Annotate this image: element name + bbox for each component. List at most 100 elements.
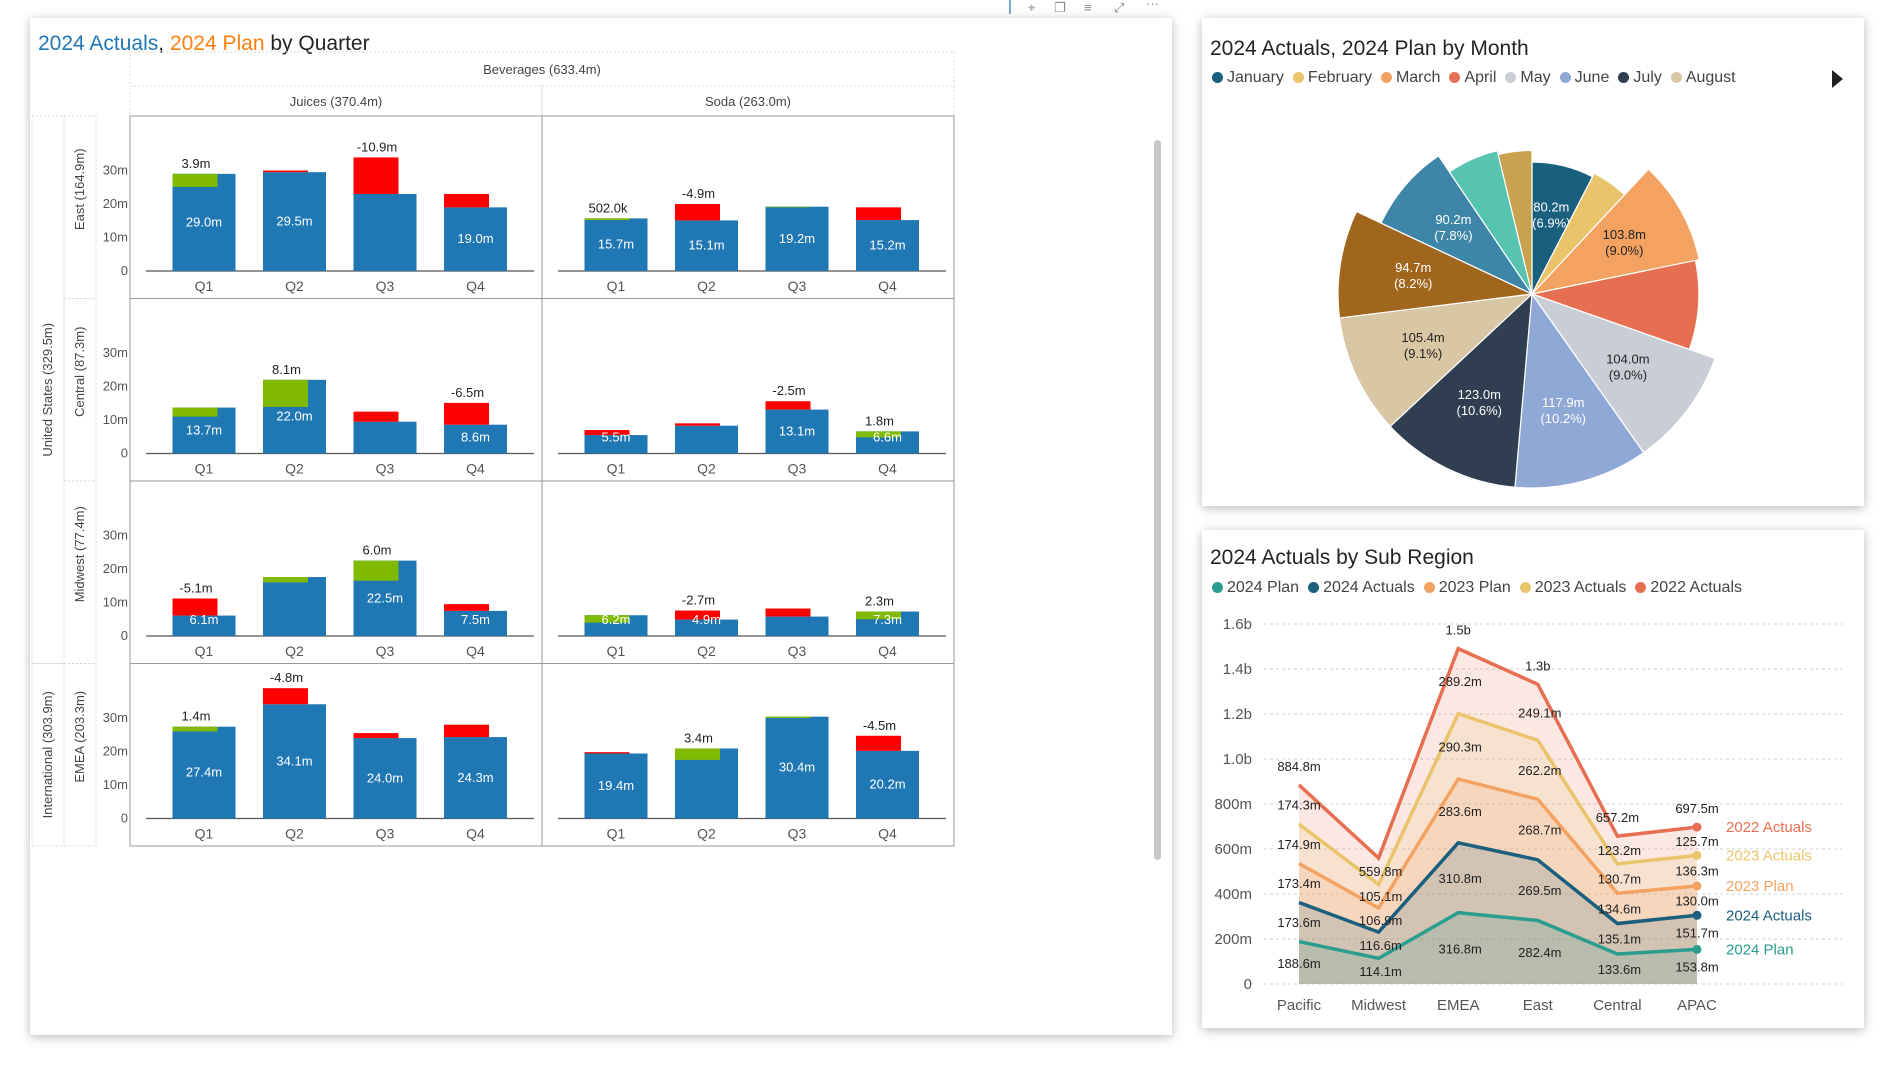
x-tick-label: Q3 — [788, 826, 807, 842]
quarter-chart: Beverages (633.4m) Juices (370.4m) Soda (2… — [31, 51, 955, 847]
slice-percent-label: (9.0%) — [1609, 368, 1647, 383]
legend-label: June — [1574, 69, 1610, 86]
variance-label: -2.5m — [772, 383, 805, 398]
legend-item[interactable]: 2023 Actuals — [1519, 579, 1626, 597]
legend-item[interactable]: 2023 Plan — [1423, 579, 1511, 597]
x-tick-label: Q2 — [285, 826, 304, 842]
x-tick-label: Q1 — [607, 278, 626, 294]
legend-item[interactable]: April — [1449, 69, 1496, 87]
legend-label: 2023 Plan — [1438, 579, 1511, 596]
y-tick-label: 20m — [103, 379, 128, 394]
series-end-point — [1692, 822, 1702, 832]
variance-label: -5.1m — [179, 580, 212, 595]
segment-label: 173.4m — [1277, 876, 1320, 891]
legend-item[interactable]: July — [1618, 69, 1662, 87]
slice-percent-label: (10.2%) — [1540, 411, 1586, 426]
legend-next-arrow[interactable] — [1832, 70, 1843, 88]
copy-icon[interactable]: ❐ — [1054, 0, 1066, 15]
variance-label: 1.4m — [182, 709, 211, 724]
x-tick-label: Q3 — [788, 278, 807, 294]
legend-item[interactable]: 2022 Actuals — [1635, 579, 1742, 597]
quarter-panel: 2024 Actuals, 2024 Plan by Quarter Bever… — [30, 18, 1172, 1035]
legend-item[interactable]: January — [1212, 69, 1284, 87]
legend-label: July — [1633, 69, 1662, 86]
segment-label: 151.7m — [1675, 925, 1718, 940]
focus-mode-icon[interactable]: ⤢ — [1114, 0, 1125, 15]
x-tick-label: Q4 — [878, 826, 897, 842]
x-tick-label: Q4 — [466, 643, 485, 659]
total-label: 1.3b — [1525, 658, 1550, 673]
series-end-label: 2023 Plan — [1726, 878, 1794, 895]
legend-swatch — [1308, 582, 1320, 593]
variance-label: 2.3m — [865, 594, 894, 609]
slice-percent-label: (9.1%) — [1404, 346, 1442, 361]
pie-slice — [1338, 293, 1534, 428]
variance-label: 6.0m — [363, 543, 392, 558]
legend-item[interactable]: 2024 Plan — [1212, 579, 1299, 597]
actual-bar — [263, 704, 326, 819]
y-tick-label: 1.0b — [1223, 751, 1252, 768]
variance-bar-above — [172, 173, 218, 187]
variance-bar-below — [765, 401, 811, 410]
legend-label: May — [1520, 69, 1551, 86]
subregion-panel: 2024 Actuals by Sub Region 2024 Plan 2024… — [1202, 530, 1864, 1028]
variance-bar-below — [353, 411, 399, 422]
x-tick-label: Q1 — [607, 643, 626, 659]
segment-label: 269.5m — [1518, 883, 1561, 898]
series-end-point — [1692, 944, 1702, 954]
x-tick-label: Q2 — [697, 643, 716, 659]
series-line — [1297, 646, 1698, 862]
actual-label: 27.4m — [186, 765, 222, 780]
actual-label: 8.6m — [461, 430, 490, 445]
legend-label: April — [1464, 69, 1497, 86]
vertical-scrollbar[interactable] — [1154, 140, 1161, 860]
legend-swatch — [1212, 72, 1223, 83]
variance-bar-above — [584, 615, 630, 623]
y-tick-label: 0 — [121, 628, 128, 643]
series-end-label: 2022 Actuals — [1726, 819, 1812, 836]
filter-icon[interactable]: ≡ — [1084, 0, 1092, 15]
segment-label: 249.1m — [1518, 705, 1561, 720]
row-header: Central (87.3m) — [72, 327, 87, 417]
more-options-icon[interactable]: ··· — [1146, 0, 1159, 11]
legend-item[interactable]: February — [1292, 69, 1372, 87]
variance-bar-below — [856, 735, 901, 751]
actual-bar — [584, 218, 648, 271]
pin-icon[interactable]: ⌖ — [1028, 0, 1036, 15]
segment-label: 130.7m — [1598, 872, 1641, 887]
actual-label: 15.2m — [869, 238, 905, 253]
legend-item[interactable]: August — [1670, 69, 1736, 87]
month-panel: 2024 Actuals, 2024 Plan by Month January… — [1202, 18, 1864, 506]
variance-label: -4.8m — [270, 670, 303, 685]
y-tick-label: 0 — [121, 446, 128, 461]
pie-slice — [1380, 154, 1534, 296]
x-tick-label: Q4 — [466, 461, 485, 477]
variance-label: 1.8m — [865, 413, 894, 428]
legend-swatch — [1212, 582, 1223, 593]
variance-bar-below — [263, 170, 308, 173]
actual-label: 20.2m — [869, 777, 905, 792]
category-header: Beverages (633.4m) — [483, 62, 601, 77]
variance-bar-above — [584, 218, 630, 221]
actual-label: 6.2m — [602, 612, 631, 627]
legend-label: February — [1307, 69, 1372, 86]
legend-swatch — [1505, 72, 1517, 83]
legend-swatch — [1670, 72, 1682, 83]
cell-border — [541, 663, 955, 847]
legend-item[interactable]: 2024 Actuals — [1308, 579, 1415, 597]
legend-item[interactable]: May — [1505, 69, 1551, 87]
legend-swatch — [1618, 72, 1630, 83]
segment-label: 125.7m — [1675, 834, 1718, 849]
x-tick-label: Q2 — [697, 278, 716, 294]
segment-label: 174.3m — [1277, 798, 1320, 813]
x-tick-label: Q2 — [697, 826, 716, 842]
slice-value-label: 90.2m — [1435, 212, 1471, 227]
actual-bar — [765, 409, 829, 454]
variance-bar-below — [444, 604, 489, 611]
variance-bar-above — [765, 716, 811, 718]
legend-item[interactable]: March — [1380, 69, 1440, 87]
y-tick-label: 20m — [103, 744, 128, 759]
variance-bar-above — [353, 560, 399, 581]
legend-item[interactable]: June — [1559, 69, 1610, 87]
legend-label: August — [1685, 69, 1736, 86]
